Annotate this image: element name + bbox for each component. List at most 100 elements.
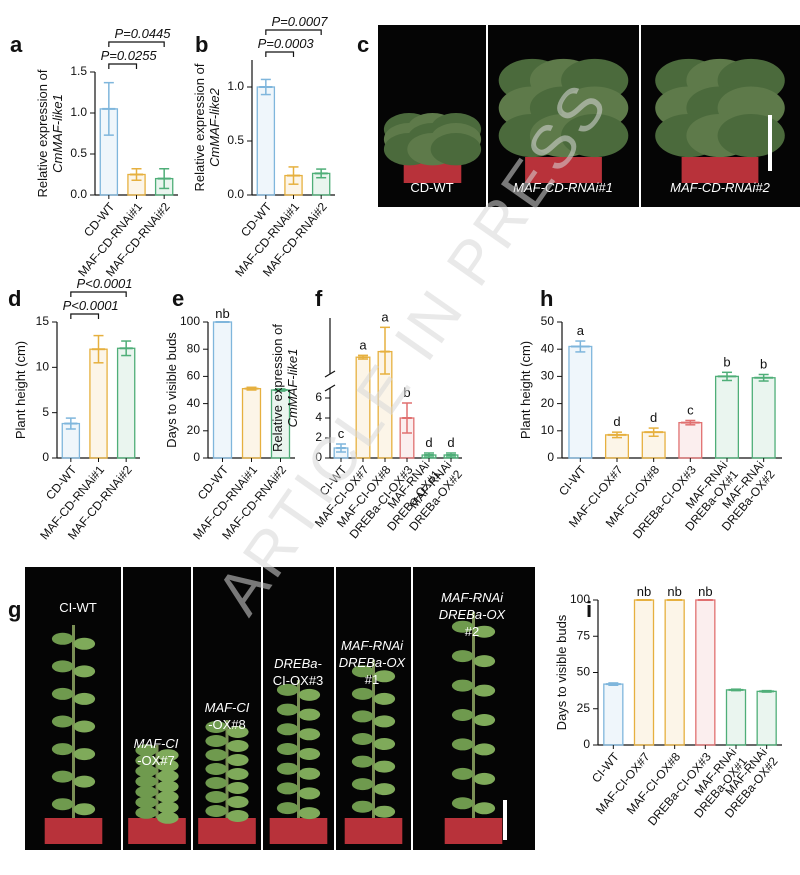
leaf (373, 760, 396, 773)
y-tick-label: 10 (541, 423, 555, 437)
significance-note: nb (667, 584, 681, 599)
foliage (717, 113, 785, 158)
photo-label-line: MAF-CD-RNAi#1 (513, 180, 613, 195)
pot (681, 157, 759, 183)
pot (128, 818, 186, 844)
leaf (73, 665, 96, 678)
leaf (473, 802, 496, 815)
leaf (451, 650, 474, 663)
leaf (451, 679, 474, 692)
y-tick-label: 20 (187, 423, 201, 437)
leaf (51, 743, 74, 756)
y-axis-label-line: Plant height (cm) (13, 341, 28, 439)
pot (344, 818, 403, 844)
leaf (351, 710, 374, 723)
y-tick-label: 100 (180, 314, 200, 328)
significance-letter: b (403, 385, 410, 400)
y-tick-label: 1.0 (70, 105, 87, 119)
leaf (227, 782, 249, 794)
y-tick-label: 40 (187, 396, 201, 410)
leaf (135, 775, 157, 788)
y-tick-label: 0.5 (70, 146, 87, 160)
panel-letter: f (315, 286, 323, 311)
panel-letter: i (586, 597, 592, 622)
leaf (298, 688, 321, 701)
leaf (73, 775, 96, 788)
leaf (51, 632, 74, 645)
photo-label: CD-WT (410, 180, 453, 195)
leaf (51, 798, 74, 811)
significance-bracket (108, 63, 138, 69)
leaf (135, 785, 157, 798)
y-axis-label: Days to visible buds (554, 614, 569, 730)
y-tick-label: 0.5 (227, 133, 244, 147)
leaf (298, 748, 321, 760)
leaf (351, 778, 374, 791)
bar (568, 345, 593, 459)
leaf (51, 687, 74, 700)
photo-label-line: CI-OX#3 (273, 673, 324, 688)
significance-letter: b (760, 356, 767, 371)
photo-label: CI-WT (59, 600, 97, 615)
y-tick-label: 50 (541, 314, 555, 328)
y-tick-label: 100 (570, 592, 590, 606)
y-tick-label: 15 (36, 314, 50, 328)
y-tick-label: 80 (187, 341, 201, 355)
photo-label-line: DREBa- (274, 656, 322, 671)
significance-letter: d (447, 435, 454, 450)
photo-label-line: -OX#8 (208, 717, 246, 732)
p-value: P=0.0007 (271, 14, 328, 29)
y-tick-label: 0 (547, 450, 554, 464)
photo-label: MAF-RNAi DREBa-OX #2 (439, 590, 507, 639)
scale-bar (503, 800, 507, 840)
leaf (298, 728, 321, 741)
bar (633, 599, 655, 746)
leaf (157, 770, 179, 783)
y-tick-label: 20 (541, 396, 555, 410)
bar (664, 599, 685, 746)
photo-label: MAF-CD-RNAi#1 (513, 180, 613, 195)
photo-label: MAF-RNAi DREBa-OX #1 (339, 638, 407, 687)
pot (444, 818, 503, 844)
y-axis-label-line: Relative expression of (192, 63, 207, 191)
leaf (227, 796, 249, 808)
leaf (157, 790, 179, 803)
leaf (473, 625, 496, 638)
leaf (373, 805, 396, 818)
pot (44, 818, 103, 844)
leaf (157, 749, 179, 762)
significance-note: nb (215, 306, 229, 321)
leaf (135, 754, 157, 767)
bar (751, 377, 776, 459)
bar (678, 421, 703, 459)
significance-letter: d (613, 414, 620, 429)
leaf (276, 743, 299, 755)
leaf (351, 755, 374, 768)
leaf (373, 783, 396, 796)
y-tick-label: 5 (42, 405, 49, 419)
significance-letter: c (687, 402, 694, 417)
significance-letter: d (650, 410, 657, 425)
leaf (73, 637, 96, 650)
leaf (135, 765, 157, 778)
leaf (351, 665, 374, 678)
leaf (473, 714, 496, 726)
y-tick-label: 1.5 (70, 64, 87, 78)
photo-label: MAF-CD-RNAi#2 (670, 180, 770, 195)
leaf (276, 782, 299, 795)
photo-label: MAF-CI -OX#7 (134, 736, 179, 768)
leaf (135, 796, 157, 809)
y-tick-label: 75 (577, 628, 591, 642)
y-tick-label: 50 (577, 665, 591, 679)
y-axis-label-line: Relative expression of (270, 324, 285, 452)
y-tick-label: 0.0 (227, 187, 244, 201)
p-value: P=0.0255 (101, 48, 158, 63)
panel-letter: c (357, 32, 369, 57)
leaf (157, 811, 179, 824)
photo-label-line: DREBa-OX (339, 655, 407, 670)
y-axis-label: Plant height (cm) (13, 341, 28, 439)
panel-letter: h (540, 286, 553, 311)
y-axis-label-line: CmMAF-like1 (285, 349, 300, 428)
photo-label-line: #1 (365, 672, 379, 687)
leaf (205, 749, 227, 761)
